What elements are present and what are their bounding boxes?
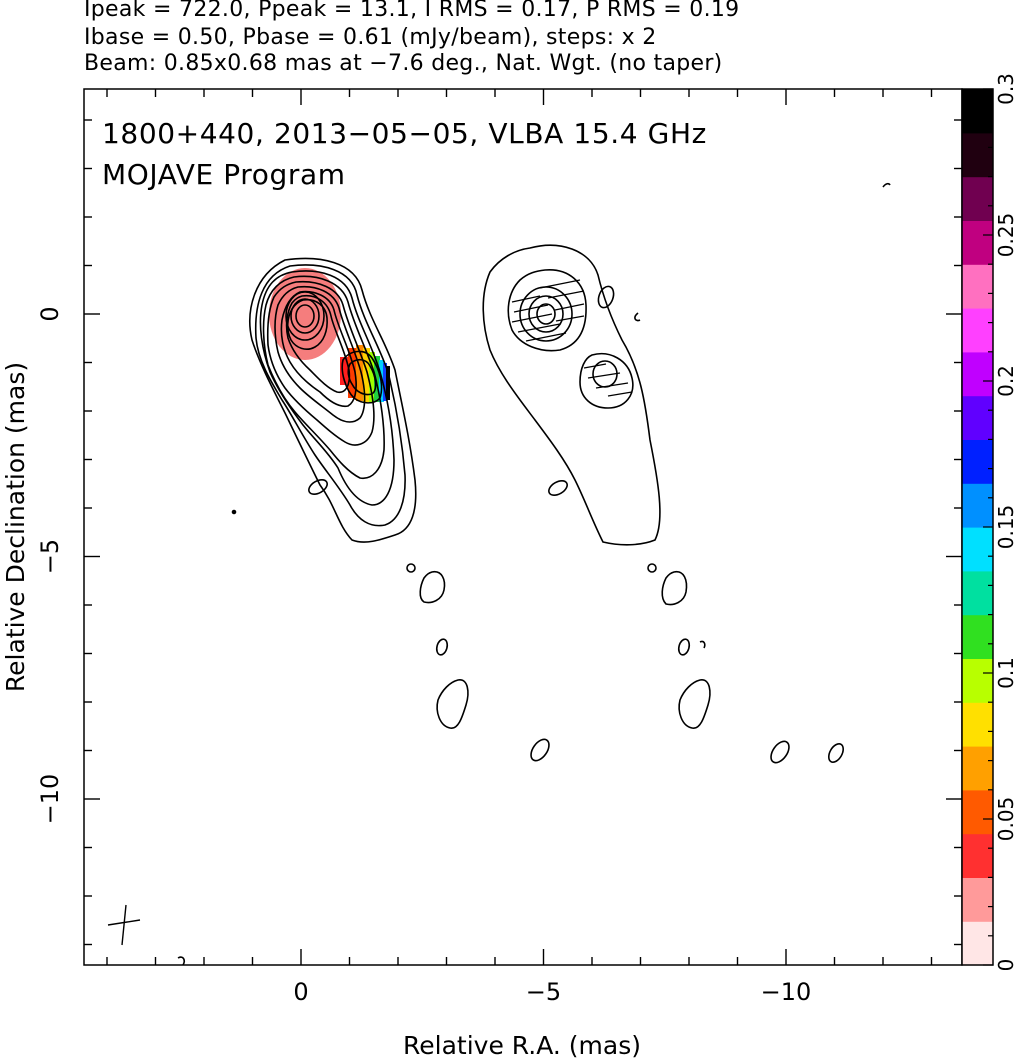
x-axis: 0 −5 −10 xyxy=(106,89,933,1006)
x-tick-label: 0 xyxy=(293,978,308,1006)
colorbar-tick-label: 0.2 xyxy=(994,365,1018,397)
colorbar-tick-label: 0.3 xyxy=(994,73,1018,105)
x-axis-label: Relative R.A. (mas) xyxy=(403,1031,641,1060)
colorbar-segment xyxy=(962,702,993,747)
colorbar-segment xyxy=(962,527,993,572)
colorbar-segment xyxy=(962,921,993,966)
colorbar-segment xyxy=(962,264,993,309)
colorbar-segment xyxy=(962,877,993,922)
colorbar-segment xyxy=(962,439,993,484)
colorbar-segment xyxy=(962,746,993,791)
colorbar-segment xyxy=(962,833,993,878)
colorbar-segment xyxy=(962,395,993,440)
map-title: 1800+440, 2013−05−05, VLBA 15.4 GHz xyxy=(102,117,707,150)
colorbar-segment xyxy=(962,308,993,353)
colorbar-segment xyxy=(962,132,993,178)
colorbar-segment xyxy=(962,658,993,703)
colorbar-tick-label: 0 xyxy=(994,959,1018,972)
evpa-vectors xyxy=(511,279,633,397)
header-line-1: Ipeak = 722.0, Ppeak = 13.1, I RMS = 0.1… xyxy=(84,0,740,22)
colorbar-segment xyxy=(962,483,993,528)
colorbar-segment xyxy=(962,570,993,616)
y-tick-label: −10 xyxy=(36,774,64,825)
colorbar-tick-label: 0.05 xyxy=(994,797,1018,842)
colorbar-tick-label: 0.25 xyxy=(994,213,1018,258)
x-tick-label: −5 xyxy=(526,978,561,1006)
map-subtitle: MOJAVE Program xyxy=(102,158,346,191)
y-tick-label: −5 xyxy=(36,539,64,574)
plot-frame xyxy=(83,88,963,966)
colorbar-segment xyxy=(962,351,993,397)
header-line-3: Beam: 0.85x0.68 mas at −7.6 deg., Nat. W… xyxy=(84,51,723,76)
polarized-intensity-contours xyxy=(482,182,891,764)
y-axis: 0 −5 −10 xyxy=(36,119,962,946)
colorbar-tick-label: 0.15 xyxy=(994,505,1018,550)
colorbar-segment xyxy=(962,176,993,221)
colorbar-segment xyxy=(962,614,993,659)
y-tick-label: 0 xyxy=(36,306,64,321)
header-line-2: Ibase = 0.50, Pbase = 0.61 (mJy/beam), s… xyxy=(84,25,657,50)
x-tick-label: −10 xyxy=(761,978,812,1006)
colorbar-segment xyxy=(962,220,993,265)
colorbar: 0 0.05 0.1 0.15 0.2 0.25 0.3 xyxy=(961,73,1018,972)
intensity-contours xyxy=(177,257,550,966)
colorbar-tick-label: 0.1 xyxy=(994,657,1018,689)
beam-marker xyxy=(107,904,141,946)
y-axis-label: Relative Declination (mas) xyxy=(1,362,30,692)
colorbar-segment xyxy=(962,89,993,134)
colorbar-segment xyxy=(962,789,993,835)
